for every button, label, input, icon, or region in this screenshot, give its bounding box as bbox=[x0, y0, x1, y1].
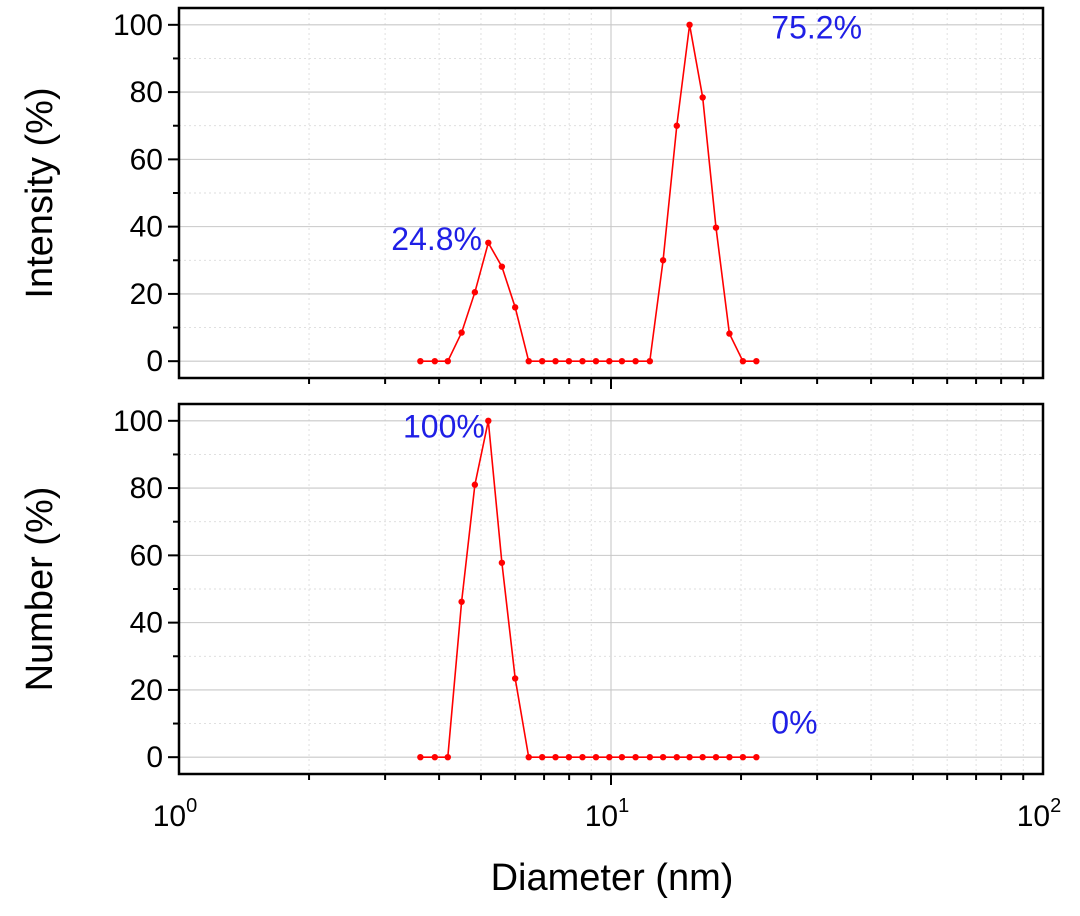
data-point bbox=[498, 263, 506, 270]
x-tick-label-base: 10 bbox=[153, 800, 186, 833]
data-point bbox=[646, 357, 654, 365]
y-tick-label: 0 bbox=[146, 741, 163, 774]
y-tick-label: 100 bbox=[113, 9, 163, 42]
y-ticks bbox=[168, 419, 179, 759]
data-point bbox=[458, 329, 465, 336]
data-point bbox=[471, 481, 479, 488]
x-tick-label: 100 bbox=[153, 795, 198, 833]
data-point bbox=[606, 753, 613, 761]
data-point bbox=[726, 330, 733, 337]
y-tick-labels: 0 20 40 60 80 100 bbox=[113, 9, 163, 378]
data-point bbox=[618, 753, 626, 761]
data-point bbox=[511, 675, 519, 682]
data-point bbox=[646, 753, 654, 761]
y-axis-title: Intensity (%) bbox=[19, 87, 61, 298]
y-tick-label: 40 bbox=[130, 211, 163, 244]
x-tick-label-base: 10 bbox=[585, 800, 618, 833]
y-tick-label: 0 bbox=[146, 345, 163, 378]
x-axis-title: Diameter (nm) bbox=[491, 857, 734, 899]
data-point bbox=[739, 357, 747, 365]
data-point bbox=[431, 357, 439, 365]
data-point bbox=[458, 598, 465, 605]
x-ticks bbox=[308, 774, 1025, 785]
data-point bbox=[686, 21, 693, 29]
data-point bbox=[525, 753, 532, 761]
data-point bbox=[686, 753, 693, 761]
y-tick-label: 20 bbox=[130, 278, 163, 311]
data-point bbox=[753, 357, 760, 365]
grid bbox=[179, 404, 1043, 774]
data-point bbox=[699, 753, 706, 761]
data-point bbox=[485, 239, 492, 246]
data-point bbox=[659, 753, 667, 761]
data-point bbox=[712, 224, 720, 231]
data-point bbox=[673, 753, 680, 761]
data-point bbox=[659, 257, 667, 264]
data-point bbox=[471, 289, 479, 296]
data-point bbox=[417, 357, 424, 365]
data-point bbox=[498, 559, 506, 566]
y-tick-label: 40 bbox=[130, 607, 163, 640]
data-point bbox=[739, 753, 747, 761]
data-point bbox=[632, 357, 639, 365]
data-point bbox=[525, 357, 532, 365]
y-tick-labels: 0 20 40 60 80 100 bbox=[113, 405, 163, 774]
y-tick-label: 60 bbox=[130, 143, 163, 176]
data-point bbox=[632, 753, 639, 761]
x-tick-labels: 100 101 102 bbox=[153, 795, 1062, 833]
x-tick-label-exponent: 2 bbox=[1050, 795, 1061, 817]
grid bbox=[179, 8, 1043, 378]
x-tick-label-exponent: 0 bbox=[186, 795, 197, 817]
intensity-panel: 0 20 40 60 80 100 Intensity (%) 24.8% 75.2% bbox=[19, 6, 1045, 389]
data-point bbox=[579, 357, 586, 365]
peak-annotation: 100% bbox=[403, 409, 485, 445]
x-tick-label: 102 bbox=[1017, 795, 1062, 833]
data-point bbox=[444, 357, 451, 365]
data-point bbox=[552, 753, 559, 761]
x-tick-label: 101 bbox=[585, 795, 630, 833]
data-point bbox=[431, 753, 439, 761]
data-point bbox=[511, 304, 519, 311]
peak-annotation: 0% bbox=[771, 705, 817, 741]
y-tick-label: 100 bbox=[113, 405, 163, 438]
y-tick-label: 60 bbox=[130, 539, 163, 572]
data-point bbox=[538, 357, 546, 365]
series-markers bbox=[417, 21, 760, 365]
data-point bbox=[618, 357, 626, 365]
x-tick-label-base: 10 bbox=[1017, 800, 1050, 833]
data-point bbox=[444, 753, 451, 761]
data-point bbox=[606, 357, 613, 365]
peak-annotation: 24.8% bbox=[391, 221, 482, 257]
data-point bbox=[565, 753, 573, 761]
data-point bbox=[417, 753, 424, 761]
data-point bbox=[552, 357, 559, 365]
series-line bbox=[420, 24, 757, 363]
data-point bbox=[538, 753, 546, 761]
series-markers bbox=[417, 417, 760, 761]
y-ticks bbox=[168, 23, 179, 363]
data-point bbox=[673, 122, 680, 129]
x-ticks bbox=[308, 378, 1025, 389]
data-point bbox=[753, 753, 760, 761]
data-point bbox=[699, 94, 706, 101]
data-point bbox=[726, 753, 733, 761]
data-point bbox=[712, 753, 720, 761]
y-tick-label: 20 bbox=[130, 674, 163, 707]
x-tick-label-exponent: 1 bbox=[618, 795, 629, 817]
data-point bbox=[592, 357, 600, 365]
data-point bbox=[579, 753, 586, 761]
y-axis-title: Number (%) bbox=[19, 487, 61, 692]
data-point bbox=[565, 357, 573, 365]
y-tick-label: 80 bbox=[130, 76, 163, 109]
y-tick-label: 80 bbox=[130, 472, 163, 505]
data-point bbox=[592, 753, 600, 761]
peak-annotation: 75.2% bbox=[771, 9, 862, 45]
data-point bbox=[485, 417, 492, 425]
